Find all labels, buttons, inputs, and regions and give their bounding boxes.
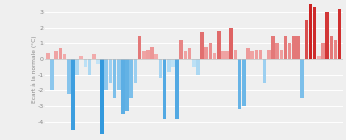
Bar: [329, 36, 333, 59]
Bar: [238, 59, 242, 109]
Bar: [234, 50, 237, 59]
Bar: [280, 50, 283, 59]
Bar: [167, 59, 171, 72]
Bar: [217, 31, 220, 59]
Bar: [125, 59, 129, 111]
Bar: [188, 48, 191, 59]
Bar: [146, 50, 150, 59]
Bar: [184, 51, 187, 59]
Bar: [109, 59, 112, 83]
Bar: [180, 40, 183, 59]
Bar: [271, 36, 275, 59]
Bar: [296, 36, 300, 59]
Bar: [80, 56, 83, 59]
Bar: [50, 59, 54, 90]
Bar: [138, 36, 142, 59]
Bar: [251, 51, 254, 59]
Bar: [63, 54, 66, 59]
Bar: [300, 59, 304, 98]
Bar: [71, 59, 75, 130]
Bar: [267, 50, 271, 59]
Bar: [121, 59, 125, 114]
Bar: [292, 36, 295, 59]
Bar: [334, 40, 337, 59]
Bar: [317, 56, 320, 59]
Bar: [325, 12, 329, 59]
Y-axis label: Ecart à la normale (°C): Ecart à la normale (°C): [32, 35, 37, 103]
Bar: [304, 20, 308, 59]
Bar: [75, 59, 79, 75]
Bar: [242, 59, 246, 106]
Bar: [175, 59, 179, 119]
Bar: [255, 50, 258, 59]
Bar: [263, 59, 266, 83]
Bar: [117, 59, 120, 90]
Bar: [338, 9, 342, 59]
Bar: [154, 54, 158, 59]
Bar: [171, 59, 175, 67]
Bar: [225, 51, 229, 59]
Bar: [321, 43, 325, 59]
Bar: [313, 7, 316, 59]
Bar: [196, 59, 200, 75]
Bar: [163, 59, 166, 119]
Bar: [150, 47, 154, 59]
Bar: [96, 59, 100, 64]
Bar: [129, 59, 133, 98]
Bar: [92, 54, 95, 59]
Bar: [209, 43, 212, 59]
Bar: [200, 32, 204, 59]
Bar: [246, 48, 250, 59]
Bar: [259, 50, 262, 59]
Bar: [284, 36, 287, 59]
Bar: [88, 59, 91, 75]
Bar: [134, 59, 137, 83]
Bar: [309, 4, 312, 59]
Bar: [58, 48, 62, 59]
Bar: [159, 59, 162, 78]
Bar: [100, 59, 104, 134]
Bar: [46, 53, 50, 59]
Bar: [204, 47, 208, 59]
Bar: [67, 59, 71, 94]
Bar: [54, 51, 58, 59]
Bar: [213, 53, 216, 59]
Bar: [288, 43, 291, 59]
Bar: [84, 59, 87, 67]
Bar: [221, 51, 225, 59]
Bar: [275, 43, 279, 59]
Bar: [104, 59, 108, 90]
Bar: [192, 59, 195, 67]
Bar: [142, 51, 146, 59]
Bar: [229, 28, 233, 59]
Bar: [113, 59, 116, 98]
